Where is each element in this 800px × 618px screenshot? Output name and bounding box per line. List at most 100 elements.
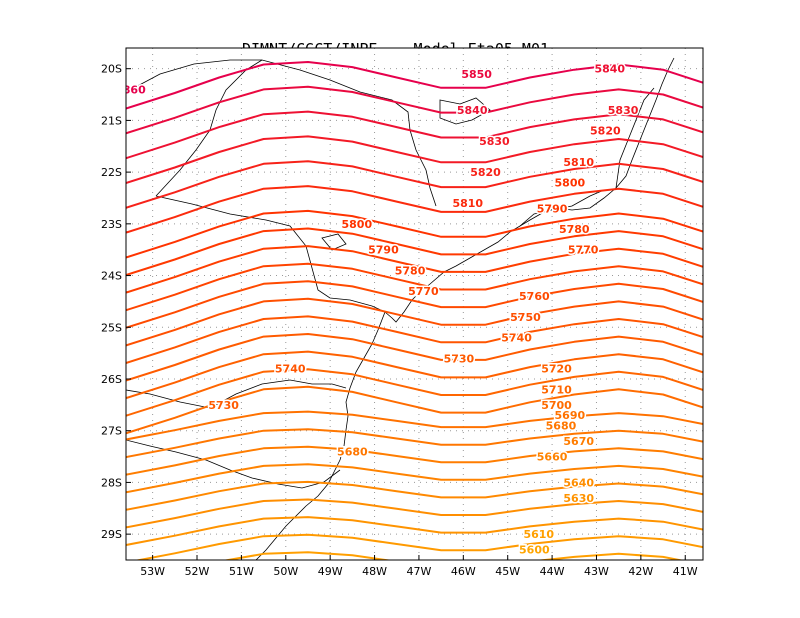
x-tick-label: 44W [540,565,565,578]
x-tick-label: 53W [140,565,165,578]
y-tick-label: 21S [101,114,122,127]
y-tick-label: 20S [101,63,122,76]
contour-line-5800 [126,209,703,259]
y-tick-label: 26S [101,373,122,386]
coastline [384,57,675,323]
state-border-rj-mg [519,189,605,227]
contour-line-5670 [126,445,703,476]
contour-label: 5830 [479,135,510,148]
y-tick-label: 28S [101,476,122,489]
contour-line-5770 [126,262,703,312]
contour-line-5840 [126,110,703,160]
x-tick-label: 48W [362,565,387,578]
contour-label: 5680 [337,445,368,458]
coastline-south [255,311,386,560]
contour-label: 5610 [523,528,554,541]
contour-label: 5740 [501,332,532,345]
contour-label: 5790 [537,202,568,215]
contour-label: 5780 [559,223,590,236]
y-tick-label: 22S [101,166,122,179]
contour-label: 5770 [568,244,599,257]
contour-label: 5820 [470,166,501,179]
contour-line-5720 [126,350,703,400]
contour-label: 5830 [608,104,639,117]
state-border-rs-sc [126,439,341,489]
state-border-sc-pr [126,379,347,409]
contour-line-5660 [126,463,703,494]
contour-label: 5840 [457,104,488,117]
contour-label: 5720 [541,363,572,376]
graticule [126,48,703,560]
contour-label: 5740 [275,363,306,376]
contour-line-5810 [126,185,703,234]
contour-label: 5810 [563,156,594,169]
contour-label: 5640 [563,476,594,489]
contour-line-5830 [126,135,703,184]
contour-line-5680 [126,428,703,459]
contour-line-5620 [134,533,703,560]
contour-label: 5670 [563,435,594,448]
y-tick-label: 25S [101,321,122,334]
contour-label: 5840 [594,63,625,76]
y-tick-label: 27S [101,425,122,438]
contour-line-5640 [126,498,703,529]
contour-line-5860 [126,61,703,110]
contour-label: 5700 [541,399,572,412]
coastline-and-borders [126,57,675,560]
x-tick-label: 52W [185,565,210,578]
contour-line-5710 [126,368,703,417]
x-tick-label: 51W [229,565,254,578]
contour-label: 5780 [395,264,426,277]
y-tick-label: 23S [101,218,122,231]
contour-label: 5800 [555,176,586,189]
contour-label: 5750 [510,311,541,324]
x-tick-label: 42W [628,565,653,578]
x-tick-label: 43W [584,565,609,578]
y-tick-label: 24S [101,270,122,283]
contour-label: 5730 [208,399,239,412]
contour-label: 5820 [590,125,621,138]
plot-background [126,48,703,560]
contour-line-5700 [126,385,703,435]
x-tick-label: 50W [273,565,298,578]
state-border-mg-sp [129,59,437,207]
contour-label: 5660 [537,451,568,464]
x-tick-label: 45W [495,565,520,578]
contour-line-5650 [126,480,703,511]
x-tick-label: 49W [318,565,343,578]
y-tick-label: 29S [101,528,122,541]
x-tick-label: 46W [451,565,476,578]
state-border-ms-pr [155,59,263,197]
plot-frame [125,47,704,561]
contour-line-5740 [126,315,703,364]
x-tick-label: 41W [673,565,698,578]
contour-label: 5680 [546,420,577,433]
state-border-pr-sp [155,195,386,313]
contour-label: 5710 [541,383,572,396]
contour-line-5630 [126,516,703,546]
contour-label: 5770 [408,285,439,298]
contour-labels: 5860 5850 5840 5840 5830 5830 5820 5820 5810 5810… [115,61,640,558]
contour-label: 5800 [341,218,372,231]
contour-label: 5810 [452,197,483,210]
contour-line-5820 [126,160,703,209]
contour-label: 5600 [519,544,550,557]
contour-line-5790 [126,227,703,276]
x-tick-label: 47W [407,565,432,578]
contour-label: 5690 [555,409,586,422]
contour-label: 5860 [115,83,146,96]
axes: 53W 52W 51W 50W 49W 48W 47W 46W 45W 44W 43W 42W 41W 2… [101,63,698,578]
contour-label: 5730 [444,352,475,365]
contour-line-5850 [126,85,703,135]
reservoir-outline-2 [321,233,347,251]
contour-line-5730 [126,333,703,382]
contour-line-5610 [222,551,685,560]
reservoir-outline [439,97,491,125]
contour-line-5780 [126,245,703,294]
contour-label: 5630 [563,492,594,505]
contour-line-5760 [126,280,703,329]
contour-label: 5850 [461,68,492,81]
contour-label: 5760 [519,290,550,303]
contour-label: 5790 [368,244,399,257]
